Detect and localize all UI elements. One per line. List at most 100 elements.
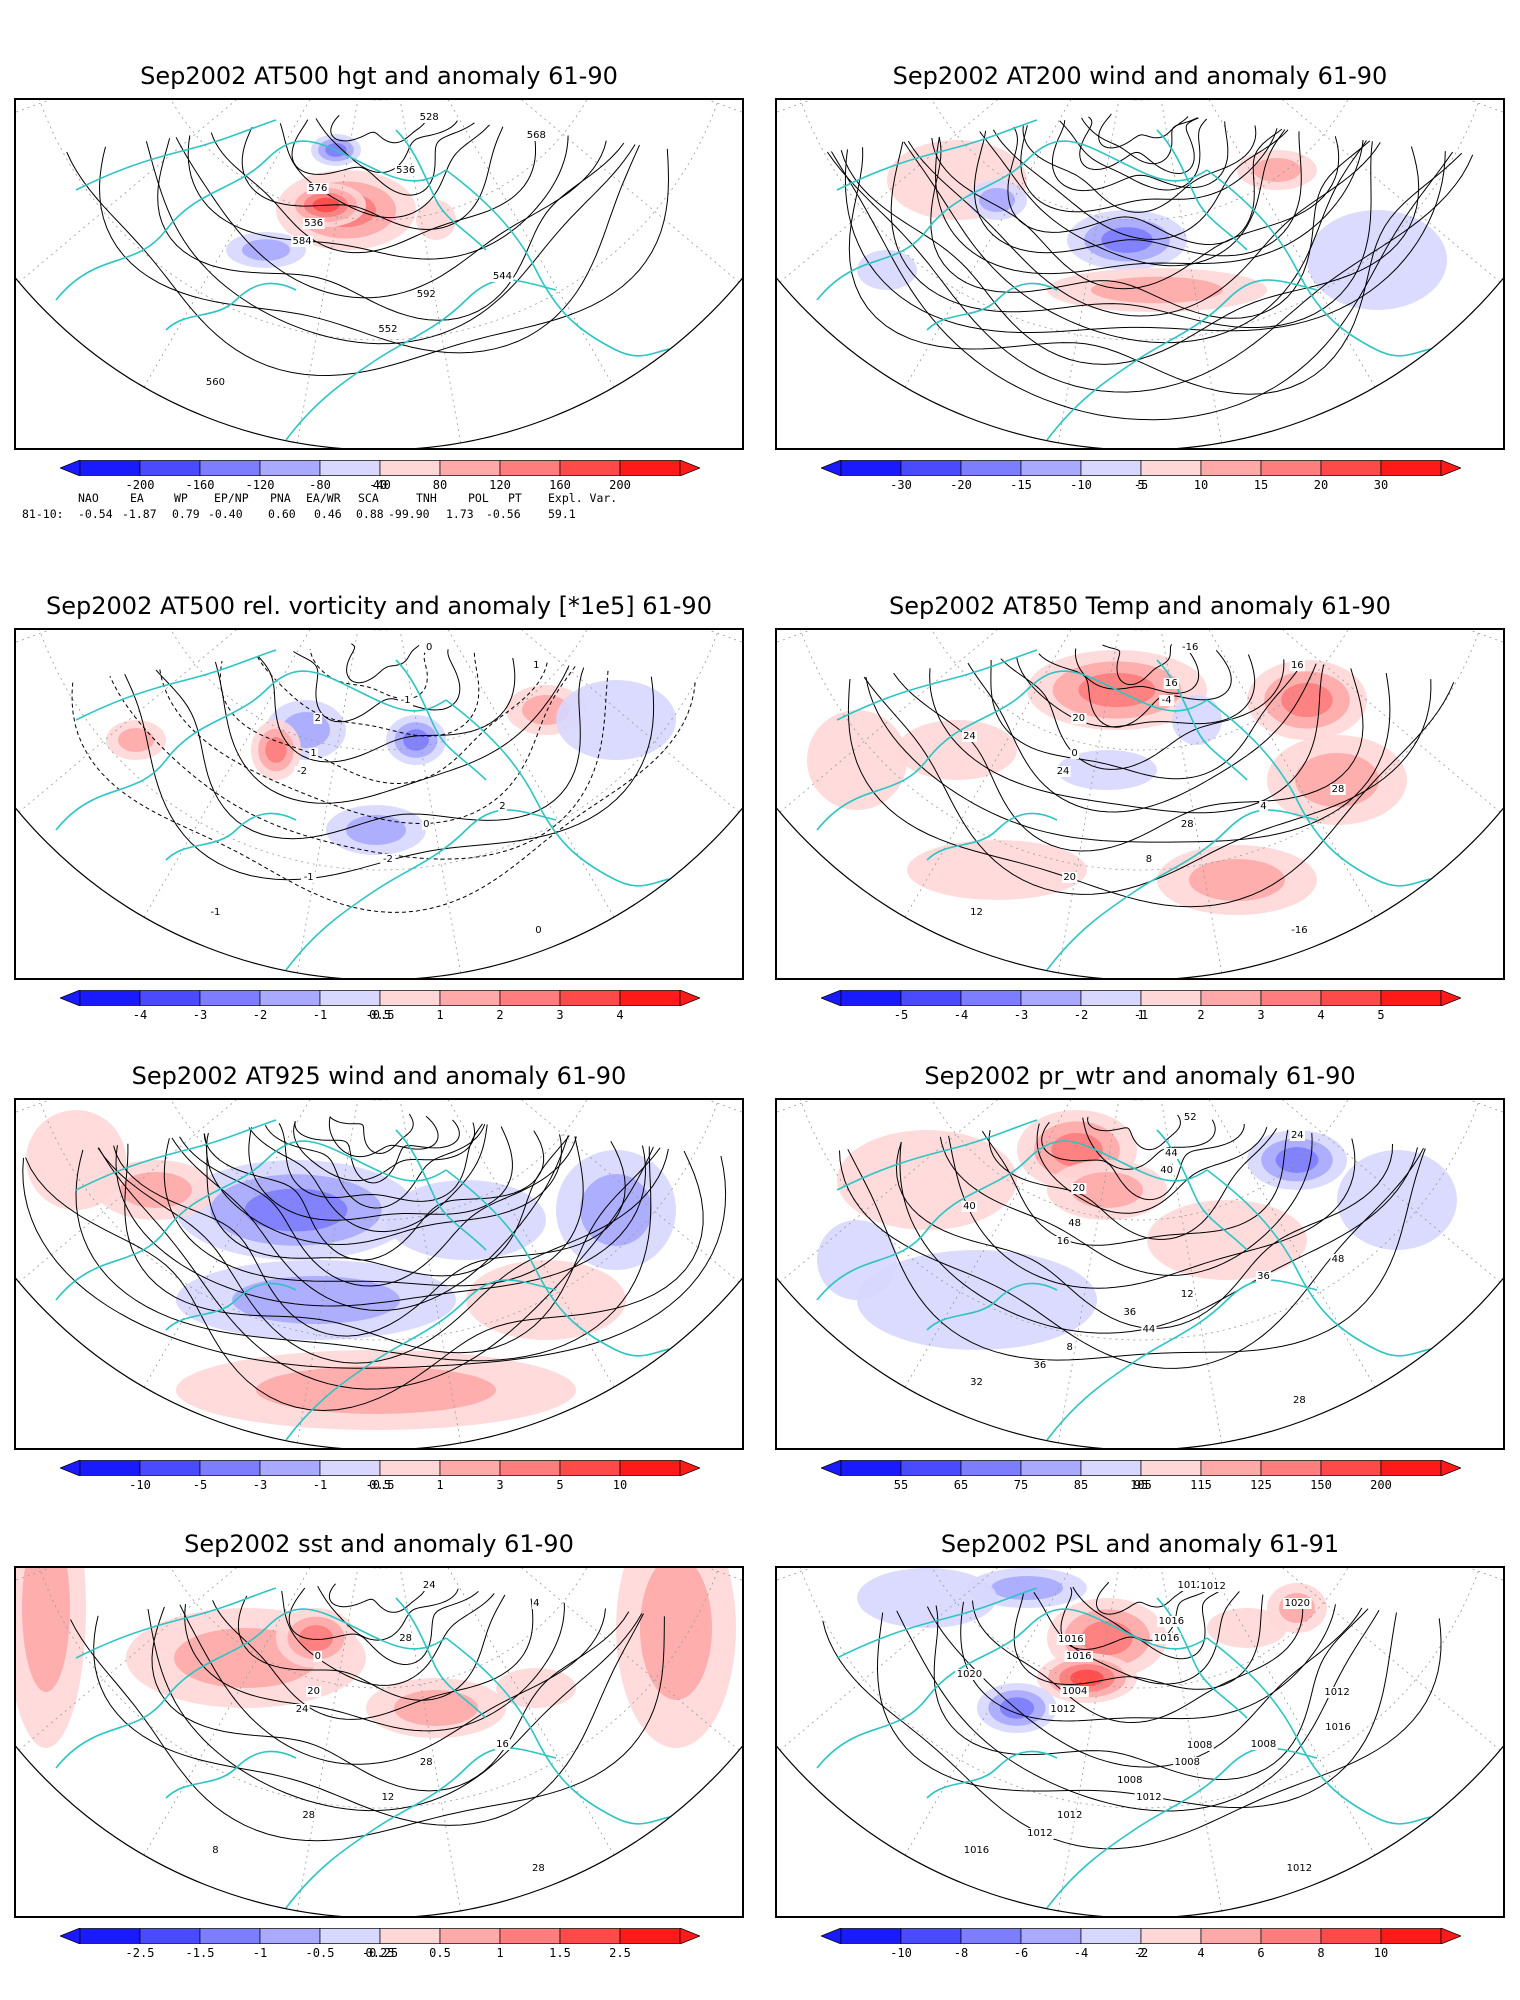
colorbar-box	[259, 1460, 321, 1476]
contour-label-bg	[313, 713, 323, 724]
contour-line	[159, 666, 576, 825]
contour-line	[328, 1583, 427, 1613]
panel-wind925: Sep2002 AT925 wind and anomaly 61-90 -10…	[14, 1062, 744, 1492]
contour-label-bg	[1288, 925, 1311, 936]
contour-label: 0	[1071, 748, 1077, 759]
contour-label-bg	[491, 271, 514, 282]
colorbar-svg	[59, 459, 701, 477]
map-content: 0 -1 1 2 -2 -1 1 2 -2 0 -1 0	[16, 630, 742, 973]
contour-label-bg	[1283, 1598, 1312, 1609]
anomaly-shade	[403, 729, 429, 751]
meridian-line	[378, 1100, 742, 1142]
contour-line	[25, 1150, 704, 1412]
index-header: EP/NP	[214, 491, 249, 505]
panel-psl: Sep2002 PSL and anomaly 61-91 1012 1016 10…	[775, 1530, 1505, 1960]
contour-label: 16	[1165, 678, 1178, 689]
colorbar-tick-label: -5	[893, 1008, 909, 1022]
coastline	[445, 169, 707, 361]
colorbar-tick-label: -3	[1013, 1008, 1029, 1022]
colorbar-box	[499, 460, 561, 476]
contour-label: 28	[399, 1633, 412, 1644]
contour-line	[281, 1591, 495, 1686]
contour-label-bg	[1134, 1792, 1164, 1803]
meridian-line	[18, 630, 380, 813]
contour-label: 48	[1068, 1218, 1081, 1229]
contour-label: 2	[499, 801, 505, 812]
contour-label: 12	[970, 907, 983, 918]
contour-label-bg	[1330, 1254, 1346, 1265]
contour-label: 1008	[1117, 1775, 1142, 1786]
colorbar-tick-label: 1	[1137, 1008, 1145, 1022]
coastline	[836, 649, 1038, 721]
colorbar-arrow-high	[679, 459, 701, 477]
contour-label-bg	[301, 872, 317, 883]
colorbar-arrow-high	[1440, 1927, 1462, 1945]
panel-prwtr: Sep2002 pr_wtr and anomaly 61-90 52 40 48 3…	[775, 1062, 1505, 1492]
contour-label-bg	[1067, 1218, 1083, 1229]
contour-line	[248, 1124, 488, 1233]
colorbar-tick-label: 115	[1190, 1478, 1212, 1492]
colorbar-tick-label: 5	[1377, 1008, 1385, 1022]
contour-line	[206, 1132, 562, 1246]
colorbar-arrow-high	[1440, 1459, 1462, 1477]
contour-label-bg	[1163, 1148, 1179, 1159]
contour-line	[145, 141, 636, 345]
panel-title: Sep2002 AT200 wind and anomaly 61-90	[892, 62, 1388, 90]
anomaly-shade	[1207, 1608, 1287, 1648]
colorbar-tick-label: -10	[129, 1478, 151, 1492]
anomaly-shade	[1189, 859, 1285, 901]
contour-label-bg	[1179, 1289, 1195, 1300]
contour-label-bg	[968, 907, 985, 918]
contour-line	[109, 670, 609, 860]
map-content: 24 28 20 16 12 8 4 0 24 28 28 28	[16, 1568, 742, 1911]
latitude-circle	[779, 630, 1501, 871]
index-value: 0.46	[314, 507, 342, 521]
anomaly-shade	[1337, 1150, 1457, 1250]
colorbar	[59, 1459, 701, 1477]
colorbar-tick-label: 5	[556, 1478, 564, 1492]
meridian-line	[378, 1568, 615, 1856]
contour-line	[257, 655, 516, 763]
contour-label: 1008	[1175, 1757, 1200, 1768]
colorbar-tick-label: -2	[252, 1008, 268, 1022]
meridian-line	[296, 630, 380, 973]
colorbar-svg	[59, 989, 701, 1007]
contour-label-bg	[380, 854, 396, 865]
contour-line	[293, 649, 461, 723]
contour-label: 24	[423, 1580, 436, 1591]
colorbar-arrow-low	[820, 989, 842, 1007]
colorbar-box	[379, 460, 441, 476]
colorbar-svg	[820, 989, 1462, 1007]
latitude-circle	[779, 1100, 1501, 1341]
meridian-line	[1139, 100, 1501, 283]
colorbar-ticks: -30 -20 -15 -10 -5 5 10 15 20 30	[821, 478, 1461, 496]
contour-line	[163, 1136, 584, 1287]
colorbar-tick-label: -4	[1073, 1946, 1089, 1960]
panel-vort500: Sep2002 AT500 rel. vorticity and anomaly…	[14, 592, 744, 1022]
contour-line	[203, 1130, 545, 1261]
contour-line	[288, 1587, 479, 1666]
contour-line	[830, 151, 1454, 421]
colorbar-arrow-high	[679, 1927, 701, 1945]
anomaly-shade	[120, 1172, 192, 1208]
contour-label-bg	[530, 1863, 546, 1874]
meridian-line	[779, 630, 1141, 813]
colorbar-tick-label: 8	[1317, 1946, 1325, 1960]
map-content	[16, 1100, 742, 1443]
contour-line	[264, 1124, 486, 1209]
contour-label-bg	[1289, 1130, 1305, 1141]
colorbar-tick-label: 3	[1257, 1008, 1265, 1022]
meridian-line	[1139, 100, 1376, 388]
anomaly-shade	[857, 1250, 1097, 1350]
contour-label-bg	[418, 112, 441, 123]
coastline	[816, 670, 1208, 831]
contour-label: 28	[302, 1810, 315, 1821]
coastline	[75, 1119, 277, 1191]
map-content: 52 40 48 36 44 32 24 20 16 12 8 28 44 40 48 36 36	[777, 1100, 1503, 1443]
meridian-line	[296, 100, 380, 443]
colorbar-tick-label: -30	[890, 478, 912, 492]
contour-line	[184, 1602, 565, 1732]
contour-label-bg	[204, 377, 227, 388]
colorbar-tick-label: -200	[125, 478, 155, 492]
contour-label-bg	[1176, 1580, 1205, 1591]
